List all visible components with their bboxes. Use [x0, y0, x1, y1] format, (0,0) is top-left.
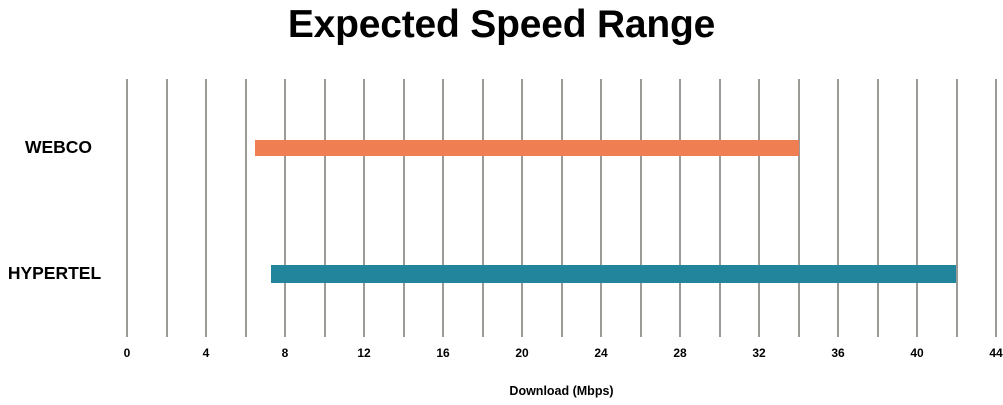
gridline [402, 79, 405, 337]
plot-area [126, 79, 997, 337]
x-tick-label: 24 [594, 346, 608, 360]
x-tick-label: 16 [436, 346, 450, 360]
gridline [126, 79, 128, 337]
gridline [995, 79, 997, 337]
chart-title: Expected Speed Range [287, 3, 716, 46]
gridline [718, 79, 721, 337]
gridline [521, 79, 523, 337]
x-tick-label: 20 [515, 346, 529, 360]
range-bar-webco[interactable] [255, 140, 799, 156]
gridline [481, 79, 484, 337]
x-tick-label: 40 [910, 346, 924, 360]
gridline [758, 79, 760, 337]
gridline [323, 79, 326, 337]
gridline [363, 79, 365, 337]
x-tick-label: 28 [673, 346, 687, 360]
gridline [165, 79, 168, 337]
category-label-webco: WEBCO [24, 137, 93, 157]
range-bar-hypertel[interactable] [271, 265, 957, 283]
gridline [679, 79, 681, 337]
gridline [205, 79, 207, 337]
x-tick-label: 36 [831, 346, 845, 360]
x-tick-label: 8 [281, 346, 289, 360]
x-axis-title: Download (Mbps) [509, 384, 614, 398]
gridline [560, 79, 563, 337]
x-tick-label: 0 [123, 346, 131, 360]
x-tick-label: 12 [357, 346, 371, 360]
gridline [797, 79, 800, 337]
gridline [955, 79, 958, 337]
gridline [600, 79, 602, 337]
x-tick-label: 32 [752, 346, 766, 360]
gridline [639, 79, 642, 337]
gridline [284, 79, 286, 337]
x-tick-label: 4 [202, 346, 210, 360]
gridline [442, 79, 444, 337]
gridline [916, 79, 918, 337]
gridline [244, 79, 247, 337]
category-label-hypertel: HYPERTEL [7, 263, 102, 283]
gridline [837, 79, 839, 337]
gridline [876, 79, 879, 337]
x-tick-label: 44 [989, 346, 1003, 360]
